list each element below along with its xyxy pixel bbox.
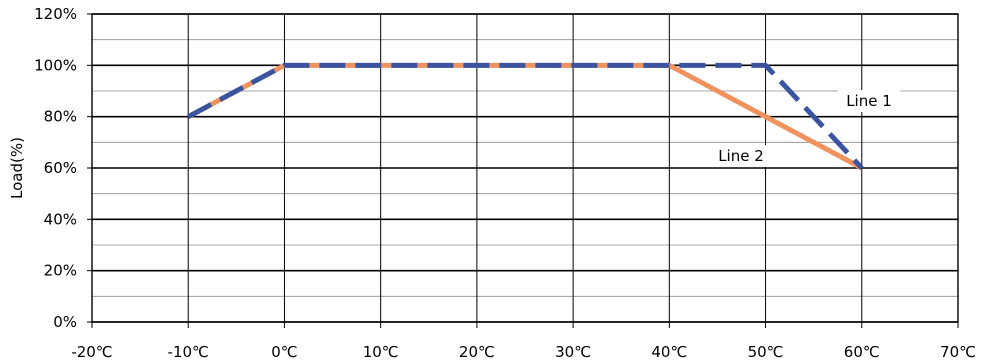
series-lines	[187, 62, 864, 171]
series-callouts: Line 1 Line 2	[710, 90, 900, 167]
x-tick-label: -10℃	[168, 343, 209, 361]
x-tick-label: 20℃	[459, 343, 495, 361]
x-tick-label: 10℃	[363, 343, 399, 361]
x-tick-label: -20℃	[71, 343, 112, 361]
x-tick-label: 30℃	[555, 343, 591, 361]
y-tick-label: 60%	[44, 159, 77, 177]
y-tick-label: 80%	[44, 108, 77, 126]
y-tick-label: 20%	[44, 262, 77, 280]
callout-bg-line-1	[838, 90, 900, 112]
y-tick-label: 120%	[34, 5, 77, 23]
y-axis-title: Load(%)	[8, 137, 26, 199]
y-tick-label: 0%	[53, 313, 77, 331]
x-tick-label: 40℃	[651, 343, 687, 361]
x-tick-label: 0℃	[271, 343, 297, 361]
tick-labels: -20℃ -10℃ 0℃ 10℃ 20℃ 30℃ 40℃ 50℃ 60℃ 70℃ 0% 20% 40% 6…	[34, 5, 976, 361]
callout-bg-line-2	[710, 145, 772, 167]
x-tick-label: 70℃	[940, 343, 976, 361]
series-line-1	[187, 62, 864, 170]
callout-label-line-1: Line 1	[846, 92, 892, 110]
y-tick-label: 100%	[34, 56, 77, 74]
x-tick-label: 50℃	[748, 343, 784, 361]
axes	[87, 13, 959, 328]
callout-label-line-2: Line 2	[718, 147, 764, 165]
x-tick-label: 60℃	[844, 343, 880, 361]
y-tick-label: 40%	[44, 210, 77, 228]
